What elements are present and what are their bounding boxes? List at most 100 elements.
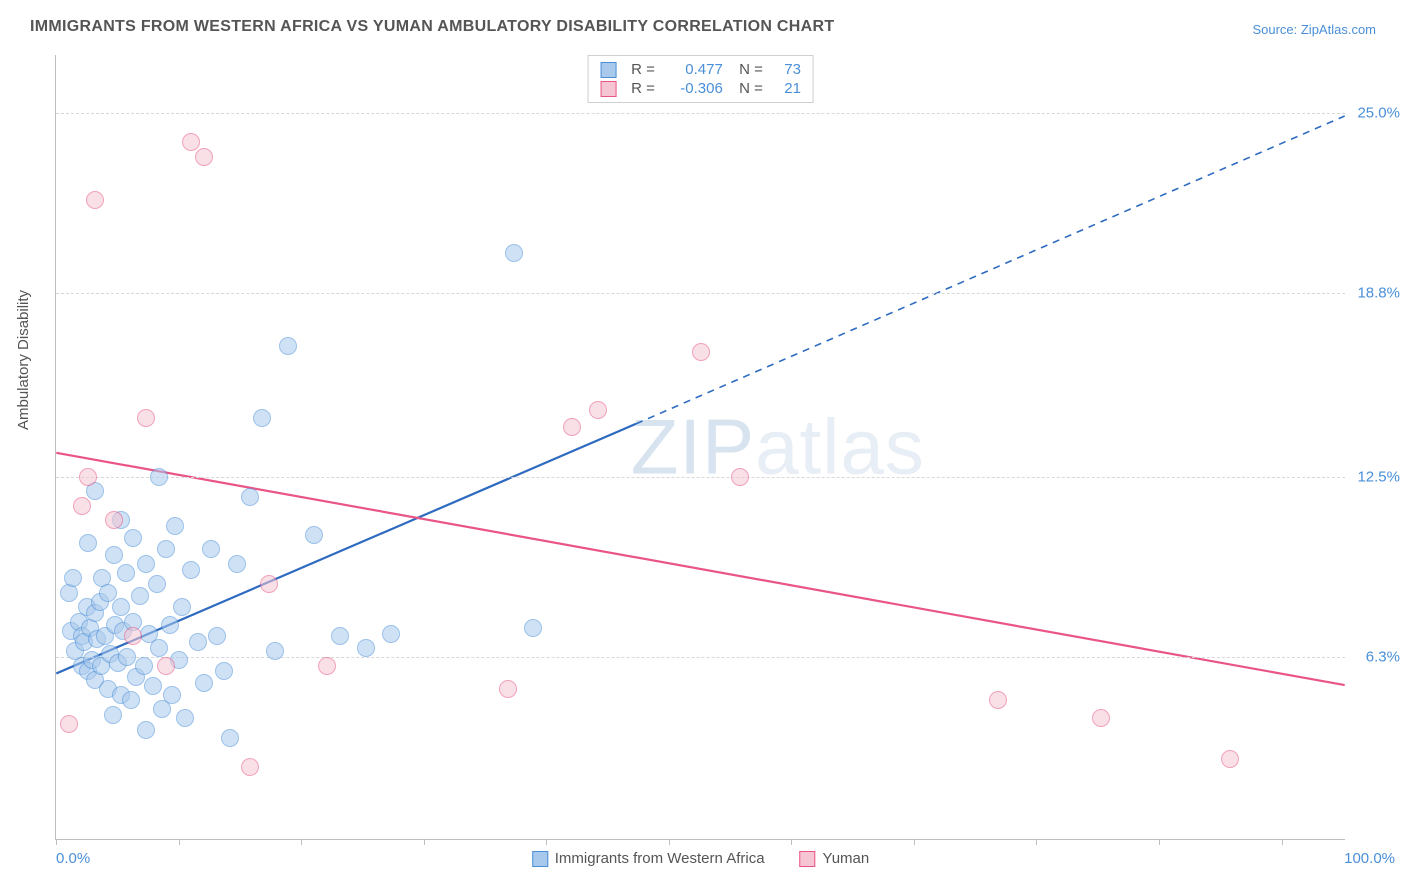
blue-point xyxy=(122,691,140,709)
y-tick-label: 6.3% xyxy=(1366,648,1400,665)
pink-point xyxy=(499,680,517,698)
pink-point xyxy=(86,191,104,209)
blue-point xyxy=(182,561,200,579)
x-tick xyxy=(56,839,57,845)
blue-point xyxy=(79,534,97,552)
x-tick xyxy=(1036,839,1037,845)
pink-point xyxy=(692,343,710,361)
watermark: ZIPatlas xyxy=(631,402,925,493)
legend-swatch xyxy=(532,851,548,867)
blue-point xyxy=(208,627,226,645)
pink-point xyxy=(137,409,155,427)
x-tick xyxy=(301,839,302,845)
blue-point xyxy=(124,529,142,547)
pink-point xyxy=(563,418,581,436)
x-tick xyxy=(546,839,547,845)
pink-point xyxy=(1092,709,1110,727)
blue-point xyxy=(64,569,82,587)
y-axis-label: Ambulatory Disability xyxy=(15,290,32,430)
x-tick xyxy=(1159,839,1160,845)
y-tick-label: 12.5% xyxy=(1357,468,1400,485)
blue-point xyxy=(173,598,191,616)
pink-point xyxy=(260,575,278,593)
blue-point xyxy=(137,555,155,573)
source-link[interactable]: Source: ZipAtlas.com xyxy=(1252,22,1376,37)
legend-r-label: R = xyxy=(631,61,655,78)
bottom-legend-item: Yuman xyxy=(800,850,870,867)
blue-point xyxy=(305,526,323,544)
pink-point xyxy=(105,511,123,529)
y-tick-label: 18.8% xyxy=(1357,285,1400,302)
gridline xyxy=(56,113,1345,114)
pink-point xyxy=(124,627,142,645)
blue-point xyxy=(135,657,153,675)
legend-n-label: N = xyxy=(731,80,763,97)
x-tick xyxy=(1282,839,1283,845)
legend-swatch xyxy=(600,62,616,78)
top-legend: R = 0.477 N = 73R = -0.306 N = 21 xyxy=(587,55,814,103)
gridline xyxy=(56,477,1345,478)
blue-point xyxy=(176,709,194,727)
legend-r-value: -0.306 xyxy=(663,80,723,97)
blue-point xyxy=(117,564,135,582)
x-tick xyxy=(424,839,425,845)
x-tick xyxy=(914,839,915,845)
gridline xyxy=(56,293,1345,294)
blue-point xyxy=(202,540,220,558)
blue-point xyxy=(112,598,130,616)
blue-point xyxy=(524,619,542,637)
pink-point xyxy=(241,758,259,776)
pink-point xyxy=(157,657,175,675)
bottom-legend-label: Yuman xyxy=(823,850,870,867)
bottom-legend-item: Immigrants from Western Africa xyxy=(532,850,765,867)
blue-trendline-dashed xyxy=(636,116,1345,424)
blue-point xyxy=(382,625,400,643)
blue-point xyxy=(148,575,166,593)
blue-point xyxy=(166,517,184,535)
x-tick xyxy=(791,839,792,845)
blue-point xyxy=(104,706,122,724)
blue-point xyxy=(215,662,233,680)
blue-point xyxy=(137,721,155,739)
bottom-legend-label: Immigrants from Western Africa xyxy=(555,850,765,867)
blue-point xyxy=(505,244,523,262)
pink-point xyxy=(589,401,607,419)
pink-point xyxy=(195,148,213,166)
top-legend-row: R = -0.306 N = 21 xyxy=(600,79,801,98)
y-tick-label: 25.0% xyxy=(1357,105,1400,122)
blue-point xyxy=(241,488,259,506)
top-legend-row: R =0.477 N =73 xyxy=(600,60,801,79)
pink-point xyxy=(73,497,91,515)
blue-point xyxy=(279,337,297,355)
pink-point xyxy=(79,468,97,486)
blue-point xyxy=(144,677,162,695)
blue-point xyxy=(105,546,123,564)
blue-point xyxy=(163,686,181,704)
blue-point xyxy=(131,587,149,605)
blue-point xyxy=(195,674,213,692)
pink-point xyxy=(60,715,78,733)
blue-point xyxy=(357,639,375,657)
legend-swatch xyxy=(800,851,816,867)
legend-r-value: 0.477 xyxy=(663,61,723,78)
blue-point xyxy=(266,642,284,660)
legend-n-value: 21 xyxy=(771,80,801,97)
blue-point xyxy=(157,540,175,558)
x-min-label: 0.0% xyxy=(56,850,90,867)
pink-point xyxy=(731,468,749,486)
pink-point xyxy=(989,691,1007,709)
blue-point xyxy=(150,639,168,657)
blue-point xyxy=(228,555,246,573)
legend-n-value: 73 xyxy=(771,61,801,78)
blue-point xyxy=(161,616,179,634)
trend-lines xyxy=(56,55,1345,839)
x-tick xyxy=(179,839,180,845)
legend-r-label: R = xyxy=(631,80,655,97)
blue-point xyxy=(99,584,117,602)
legend-swatch xyxy=(600,81,616,97)
blue-point xyxy=(189,633,207,651)
plot-area: ZIPatlas R = 0.477 N = 73R = -0.306 N = 21 0… xyxy=(55,55,1345,840)
blue-point xyxy=(118,648,136,666)
pink-point xyxy=(318,657,336,675)
blue-point xyxy=(331,627,349,645)
